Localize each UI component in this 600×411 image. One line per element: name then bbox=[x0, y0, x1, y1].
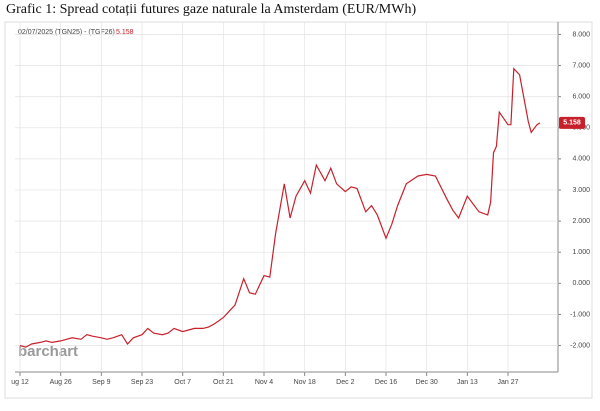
x-tick-label: Dec 30 bbox=[416, 379, 438, 386]
x-tick-label: Dec 2 bbox=[336, 379, 354, 386]
last-value-label: 5.158 bbox=[563, 120, 581, 127]
y-tick-label: 2.000 bbox=[572, 218, 590, 225]
chart-header: 02/07/2025 (TGN25) - (TGF26) bbox=[18, 29, 115, 36]
y-tick-label: -1.000 bbox=[570, 311, 590, 318]
header-value: 5.158 bbox=[116, 29, 134, 36]
y-tick-label: 8.000 bbox=[572, 31, 590, 38]
last-value-tag bbox=[559, 116, 585, 129]
y-tick-label: 6.000 bbox=[572, 94, 590, 101]
y-tick-label: 4.000 bbox=[572, 156, 590, 163]
x-tick-label: Nov 4 bbox=[255, 379, 273, 386]
x-tick-label: Oct 21 bbox=[213, 379, 234, 386]
chart-title: Grafic 1: Spread cotații futures gaze na… bbox=[6, 2, 416, 17]
y-tick-label: -2.000 bbox=[570, 342, 590, 349]
chart-frame bbox=[4, 21, 593, 399]
grid bbox=[15, 22, 558, 372]
x-tick-label: Jan 27 bbox=[497, 379, 518, 386]
y-tick-label: 0.000 bbox=[572, 280, 590, 287]
y-tick-label: 3.000 bbox=[572, 187, 590, 194]
x-tick-label: Sep 23 bbox=[131, 379, 153, 386]
x-tick-label: Oct 7 bbox=[174, 379, 191, 386]
x-tick-label: Aug 26 bbox=[50, 379, 72, 386]
y-tick-label: 7.000 bbox=[572, 62, 590, 69]
watermark: barchart bbox=[18, 343, 78, 360]
y-tick-label: 1.000 bbox=[572, 249, 590, 256]
x-tick-label: ug 12 bbox=[11, 379, 29, 386]
x-tick-label: Sep 9 bbox=[92, 379, 110, 386]
x-tick-label: Jan 13 bbox=[457, 379, 478, 386]
x-tick-label: Dec 16 bbox=[375, 379, 397, 386]
x-tick-label: Nov 18 bbox=[294, 379, 316, 386]
line bbox=[19, 67, 541, 348]
